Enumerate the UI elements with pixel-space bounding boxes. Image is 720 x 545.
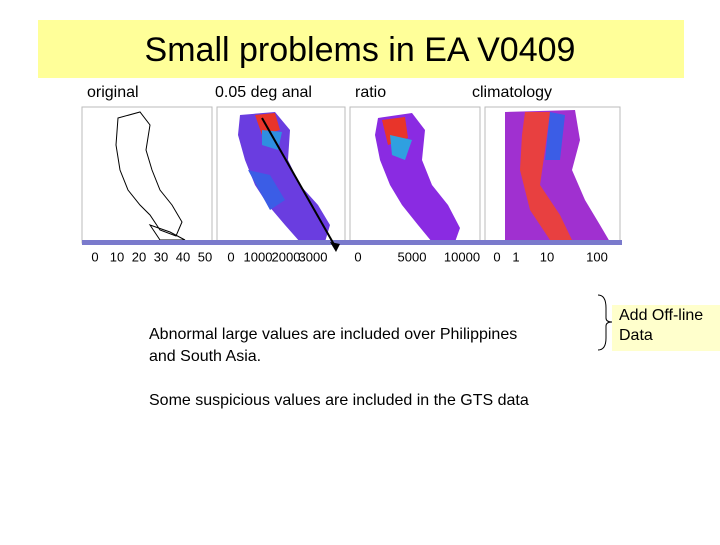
bracket (597, 294, 613, 351)
title-bar (38, 20, 684, 78)
scale-label: 2000 (272, 249, 301, 264)
scale-label: 0 (91, 249, 98, 264)
map-anal (216, 106, 346, 244)
scale-label: 0 (227, 249, 234, 264)
callout-box (612, 305, 720, 351)
scale-label: 20 (132, 249, 146, 264)
callout-line: Add Off-line (619, 307, 703, 324)
map-climatology (484, 106, 621, 244)
note-line: and South Asia. (149, 348, 261, 365)
color-bar (82, 240, 622, 245)
scale-label: 40 (176, 249, 190, 264)
scale-label: 30 (154, 249, 168, 264)
scale-label: 0 (354, 249, 361, 264)
panel-label: 0.05 deg anal (215, 84, 312, 101)
scale-label: 1000 (244, 249, 273, 264)
panel-label: ratio (355, 84, 386, 101)
scale-label: 100 (586, 249, 608, 264)
map-ratio (349, 106, 481, 244)
scale-label: 1 (512, 249, 519, 264)
arrowhead (330, 242, 340, 252)
scale-label: 10 (540, 249, 554, 264)
map-original (81, 106, 213, 244)
panel-label: original (87, 84, 139, 101)
arrow (261, 117, 337, 249)
callout-line: Data (619, 327, 653, 344)
title: Small problems in EA V0409 (145, 31, 576, 69)
scale-label: 50 (198, 249, 212, 264)
scale-label: 10 (110, 249, 124, 264)
panel-label: climatology (472, 84, 552, 101)
scale-label: 5000 (398, 249, 427, 264)
scale-label: 10000 (444, 249, 480, 264)
scale-label: 3000 (299, 249, 328, 264)
note-line: Some suspicious values are included in t… (149, 392, 529, 409)
note-line: Abnormal large values are included over … (149, 326, 517, 343)
scale-label: 0 (493, 249, 500, 264)
